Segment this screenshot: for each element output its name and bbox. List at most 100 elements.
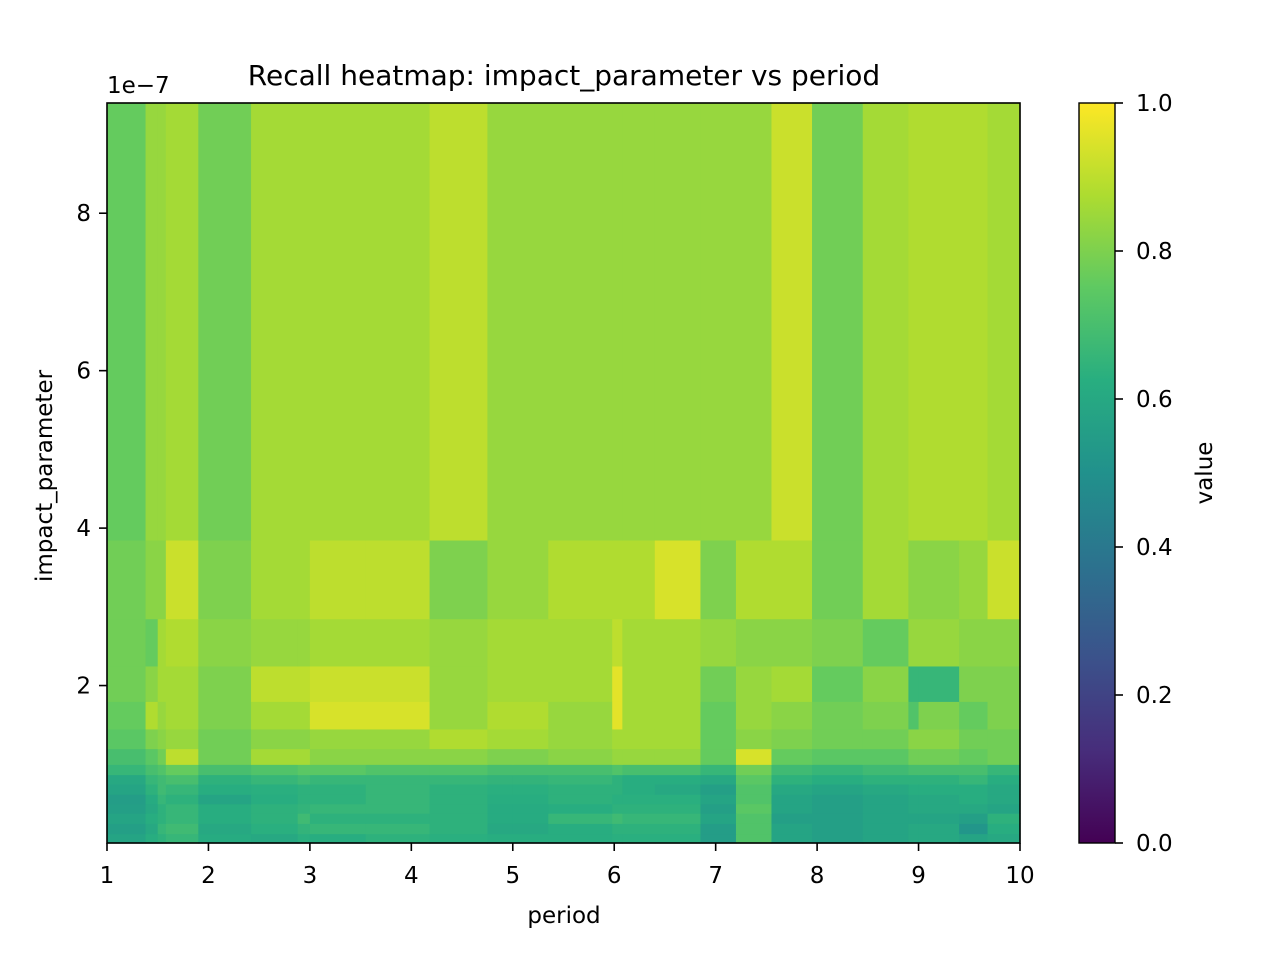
heatmap-cell [365,774,431,785]
heatmap-cell [612,794,623,805]
y-tick-label: 8 [76,201,91,227]
heatmap-cell [145,701,159,730]
heatmap-cell [735,748,773,765]
heatmap-cell [959,728,989,750]
heatmap-cell [487,783,514,795]
heatmap-cell [251,539,299,620]
heatmap-cell [700,618,737,667]
heatmap-cell [309,539,367,620]
heatmap-cell [251,103,299,541]
heatmap-cell [157,728,167,750]
heatmap-cell [145,813,159,824]
heatmap-cell [622,813,656,824]
heatmap-cell [157,813,167,824]
heatmap-cell [165,748,199,765]
heatmap-cell [309,728,367,750]
heatmap-cell [198,665,252,702]
heatmap-cell [107,823,147,835]
heatmap-cell [548,665,613,702]
heatmap-cell [812,539,864,620]
heatmap-cell [145,774,159,785]
heatmap-cell [622,794,656,805]
heatmap-cell [862,748,910,765]
heatmap-cell [918,665,960,702]
heatmap-cell [309,774,367,785]
heatmap-cell [198,618,252,667]
heatmap-cell [157,774,167,785]
x-axis-label: period [527,903,600,929]
heatmap-cell [812,803,864,814]
heatmap-cell [165,823,199,835]
heatmap-cell [862,103,910,541]
heatmap-cell [309,103,367,541]
heatmap-cell [771,728,813,750]
heatmap-cell [622,728,656,750]
colorbar-tick-label: 0.4 [1136,535,1173,561]
heatmap-cell [107,813,147,824]
heatmap-cell [429,103,489,541]
heatmap-cell [487,618,514,667]
heatmap-cell [622,748,656,765]
colorbar-tick-label: 0.6 [1136,387,1173,413]
heatmap-cell [700,794,737,805]
heatmap-cell [612,103,623,541]
heatmap-cell [365,748,431,765]
heatmap-cell [612,823,623,835]
heatmap-cell [654,103,702,541]
heatmap-cell [487,539,514,620]
heatmap-cell [429,764,489,776]
heatmap-cell [987,823,1021,835]
heatmap-cell [251,665,299,702]
heatmap-cell [107,774,147,785]
heatmap-cell [297,803,311,814]
heatmap-cell [165,813,199,824]
heatmap-cell [365,103,431,541]
heatmap-cell [512,618,549,667]
heatmap-cell [309,748,367,765]
heatmap-cell [198,803,252,814]
heatmap-cell [548,764,613,776]
heatmap-cell [548,539,613,620]
heatmap-cell [771,103,813,541]
heatmap-cell [512,665,549,702]
x-tick-label: 8 [810,863,825,889]
y-tick-label: 6 [76,359,91,385]
y-offset-label: 1e−7 [107,73,170,99]
heatmap-cell [908,103,920,541]
heatmap-cell [365,794,431,805]
heatmap-cell [487,833,514,844]
y-tick-label: 4 [76,516,91,542]
heatmap-cell [429,833,489,844]
heatmap-cell [700,803,737,814]
heatmap-cell [145,803,159,814]
heatmap-cell [812,103,864,541]
x-tick-label: 10 [1005,863,1034,889]
heatmap-cell [548,833,613,844]
heatmap-cell [487,803,514,814]
heatmap-cell [654,833,702,844]
heatmap-cell [198,794,252,805]
heatmap-cell [548,794,613,805]
heatmap-cell [297,813,311,824]
heatmap-cell [512,803,549,814]
heatmap-cell [908,748,920,765]
colorbar [1078,102,1116,844]
heatmap-cell [198,701,252,730]
heatmap-cell [918,783,960,795]
heatmap-cell [365,728,431,750]
heatmap-cell [429,794,489,805]
heatmap-cell [908,813,920,824]
heatmap-cell [735,539,773,620]
heatmap-cell [548,774,613,785]
heatmap-cell [812,728,864,750]
heatmap-cell [622,774,656,785]
heatmap-cell [429,823,489,835]
x-tick-label: 3 [303,863,318,889]
x-tick-label: 7 [708,863,723,889]
heatmap-cell [297,539,311,620]
heatmap-cell [198,813,252,824]
heatmap-cell [622,833,656,844]
heatmap-cell [771,774,813,785]
heatmap-cell [251,774,299,785]
